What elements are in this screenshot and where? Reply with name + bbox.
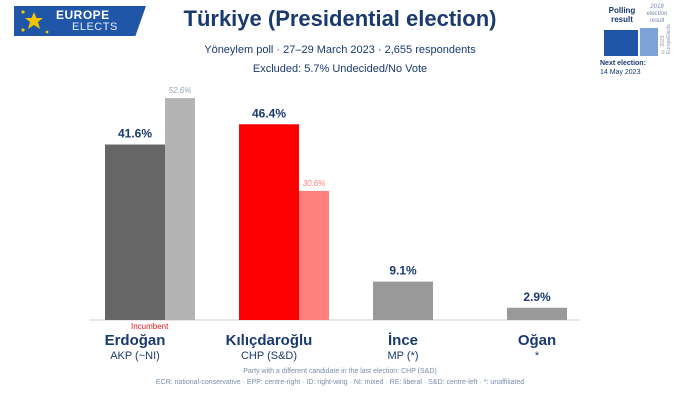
bar-kilicdaroglu [239,124,299,320]
next-election-date: 14 May 2023 [600,69,641,76]
incumbent-label: Incumbent [131,322,169,331]
logo-text-europe: EUROPE [56,8,110,22]
candidate-ogan: Oğan [518,332,556,349]
bar-ogan [507,307,567,320]
bar-ince [373,281,433,320]
label-kilicdaroglu-2018: 30.6% [303,179,326,188]
party-ince: MP (*) [388,350,419,362]
footnote-groups: ECR: national-conservative · EPP: centre… [155,379,525,386]
candidate-kilicdaroglu: Kılıçdaroğlu [226,332,313,349]
chart-title: Türkiye (Presidential election) [183,6,497,31]
stars-icon [21,10,49,34]
label-kilicdaroglu: 46.4% [252,106,286,120]
poll-subtitle: Yöneylem poll · 27–29 March 2023 · 2,655… [204,44,476,56]
bar-erdogan-2018 [165,98,195,321]
bar-erdogan [105,144,165,320]
party-kilicdaroglu: CHP (S&D) [241,350,297,362]
excluded-note: Excluded: 5.7% Undecided/No Vote [252,63,428,75]
label-ince: 9.1% [389,264,417,278]
candidate-ince: İnce [388,332,418,349]
label-ogan: 2.9% [523,290,551,304]
bar-kilicdaroglu-2018 [299,190,329,320]
legend-polling-result: Polling result [608,6,636,24]
europe-elects-logo: EUROPE ELECTS [14,6,146,36]
next-election-label: Next election: [600,60,646,67]
label-erdogan-2018: 52.6% [169,86,192,95]
party-ogan: * [535,350,540,362]
legend-polling-swatch [604,30,638,56]
legend-previous-swatch [640,28,658,56]
candidate-erdogan: Erdoğan [105,332,166,349]
footnote-previous-candidate: Party with a different candidate in the … [243,368,437,375]
label-erdogan: 41.6% [118,127,152,141]
logo-text-elects: ELECTS [72,21,118,33]
legend-previous-election: 2018 election result [646,4,668,24]
party-erdogan: AKP (~NI) [110,350,160,362]
next-election: Next election: 14 May 2023 [600,59,646,77]
